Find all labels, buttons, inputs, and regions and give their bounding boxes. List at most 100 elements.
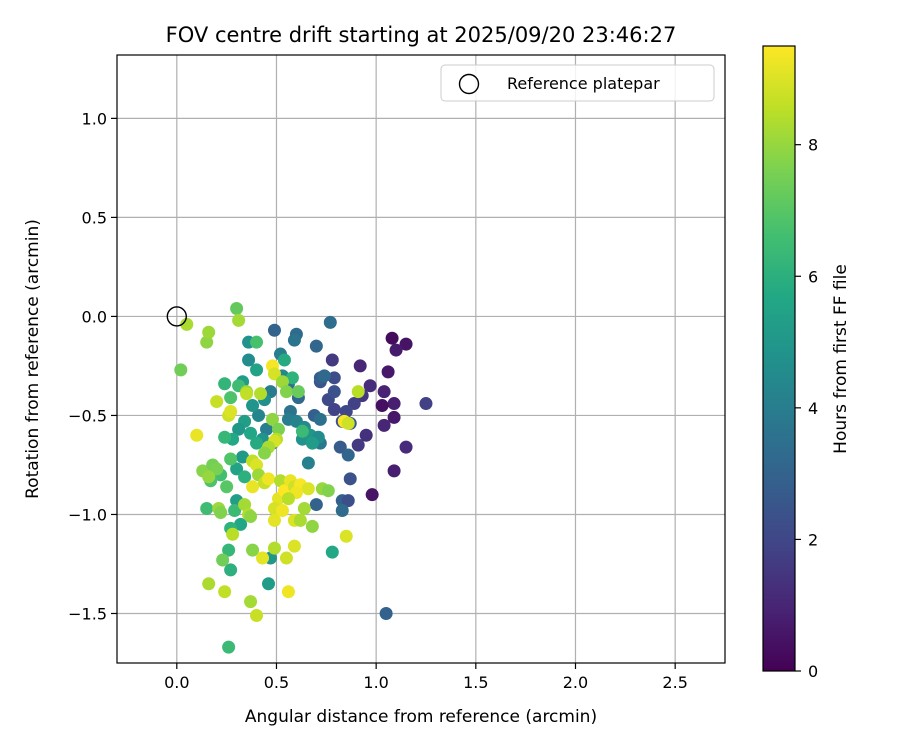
data-point [285, 371, 299, 385]
colorbar-gradient [763, 46, 795, 671]
x-tick-label: 2.5 [662, 673, 687, 692]
data-point [250, 363, 264, 377]
data-point [381, 365, 395, 379]
data-point [240, 387, 254, 401]
data-point [222, 543, 236, 557]
colorbar-tick-label: 8 [808, 136, 818, 155]
data-point [325, 545, 339, 559]
x-tick-label: 1.5 [463, 673, 488, 692]
data-point [347, 397, 361, 411]
data-point [262, 577, 276, 591]
data-point [377, 418, 391, 432]
data-point [385, 331, 399, 345]
data-point [202, 577, 216, 591]
data-point [220, 480, 234, 494]
data-point [313, 412, 327, 426]
data-point [250, 458, 264, 472]
data-point [309, 498, 323, 512]
data-point [246, 399, 260, 413]
data-point [287, 333, 301, 347]
data-point [351, 385, 365, 399]
y-tick-label: −0.5 [68, 406, 107, 425]
data-point [281, 492, 295, 506]
data-point [419, 397, 433, 411]
data-point [343, 472, 357, 486]
x-tick-label: 2.0 [563, 673, 588, 692]
data-point [190, 428, 204, 442]
data-point [232, 313, 246, 327]
data-point [275, 375, 289, 389]
data-point [279, 385, 293, 399]
data-point [291, 385, 305, 399]
data-point [214, 505, 228, 519]
data-point [339, 529, 353, 543]
data-point [297, 502, 311, 516]
data-point [224, 391, 238, 405]
data-point [287, 539, 301, 553]
data-point [244, 426, 258, 440]
data-point [365, 488, 379, 502]
data-point [327, 403, 341, 417]
data-point [258, 446, 272, 460]
data-point [375, 399, 389, 413]
data-point [321, 484, 335, 498]
data-point [351, 438, 365, 452]
x-axis-label: Angular distance from reference (arcmin) [245, 707, 597, 727]
x-tick-label: 1.0 [363, 673, 388, 692]
colorbar-tick-label: 2 [808, 530, 818, 549]
data-point [387, 464, 401, 478]
data-point [242, 353, 256, 367]
data-point [327, 371, 341, 385]
x-tick-label: 0.5 [264, 673, 289, 692]
data-point [236, 450, 250, 464]
data-point [279, 551, 293, 565]
colorbar: 0 2 4 6 8 Hours from first FF file [762, 45, 851, 681]
colorbar-tick-label: 0 [808, 662, 818, 681]
legend: Reference platepar [440, 64, 715, 102]
data-point [234, 517, 248, 531]
data-point [333, 440, 347, 454]
data-point [210, 462, 224, 476]
data-point [301, 482, 315, 496]
legend-reference-label: Reference platepar [507, 74, 660, 93]
data-point [216, 553, 230, 567]
plot-frame [116, 54, 726, 664]
data-point [254, 387, 268, 401]
data-point [222, 640, 236, 654]
y-tick-label: −1.5 [68, 604, 107, 623]
data-point [379, 606, 393, 620]
data-point [273, 474, 287, 488]
colorbar-tick-label: 4 [808, 399, 818, 418]
data-point [387, 410, 401, 424]
data-point [252, 408, 266, 422]
data-point [377, 385, 391, 399]
data-point [218, 430, 232, 444]
data-point [305, 436, 319, 450]
data-point [309, 339, 323, 353]
data-point [230, 301, 244, 315]
data-point [267, 513, 281, 527]
data-point [224, 404, 238, 418]
data-point [389, 343, 403, 357]
data-point [262, 472, 276, 486]
data-point [341, 448, 355, 462]
data-point [250, 436, 264, 450]
data-point [232, 422, 246, 436]
data-point [200, 335, 214, 349]
grid [117, 55, 725, 663]
y-tick-label: 1.0 [82, 109, 107, 128]
data-point [281, 585, 295, 599]
colorbar-frame [762, 45, 796, 672]
data-point [301, 456, 315, 470]
y-tick-label: −1.0 [68, 505, 107, 524]
colorbar-tick-label: 6 [808, 267, 818, 286]
data-point [363, 379, 377, 393]
data-point [353, 359, 367, 373]
data-point [230, 462, 244, 476]
data-point [341, 494, 355, 508]
data-point [325, 353, 339, 367]
colorbar-ticks: 0 2 4 6 8 [795, 136, 818, 681]
data-point [265, 412, 279, 426]
colorbar-label: Hours from first FF file [831, 264, 851, 454]
data-point [244, 595, 258, 609]
